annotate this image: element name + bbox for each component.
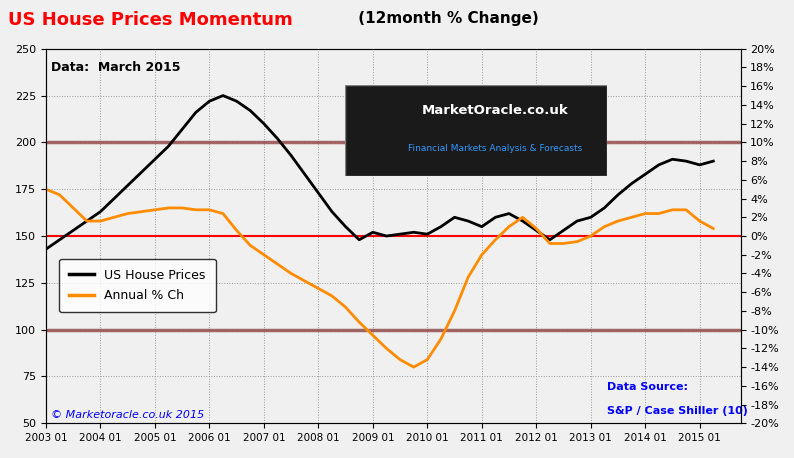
Text: US House Prices Momentum: US House Prices Momentum	[8, 11, 293, 29]
Text: MarketOracle.co.uk: MarketOracle.co.uk	[422, 104, 569, 117]
Text: © Marketoracle.co.uk 2015: © Marketoracle.co.uk 2015	[52, 409, 205, 420]
FancyBboxPatch shape	[345, 85, 607, 176]
Text: Financial Markets Analysis & Forecasts: Financial Markets Analysis & Forecasts	[407, 144, 582, 153]
Text: S&P / Case Shiller (10): S&P / Case Shiller (10)	[607, 406, 748, 416]
Text: Data Source:: Data Source:	[607, 382, 688, 392]
Text: Data:  March 2015: Data: March 2015	[52, 61, 181, 74]
Legend: US House Prices, Annual % Ch: US House Prices, Annual % Ch	[60, 259, 215, 312]
Text: (12month % Change): (12month % Change)	[353, 11, 539, 27]
